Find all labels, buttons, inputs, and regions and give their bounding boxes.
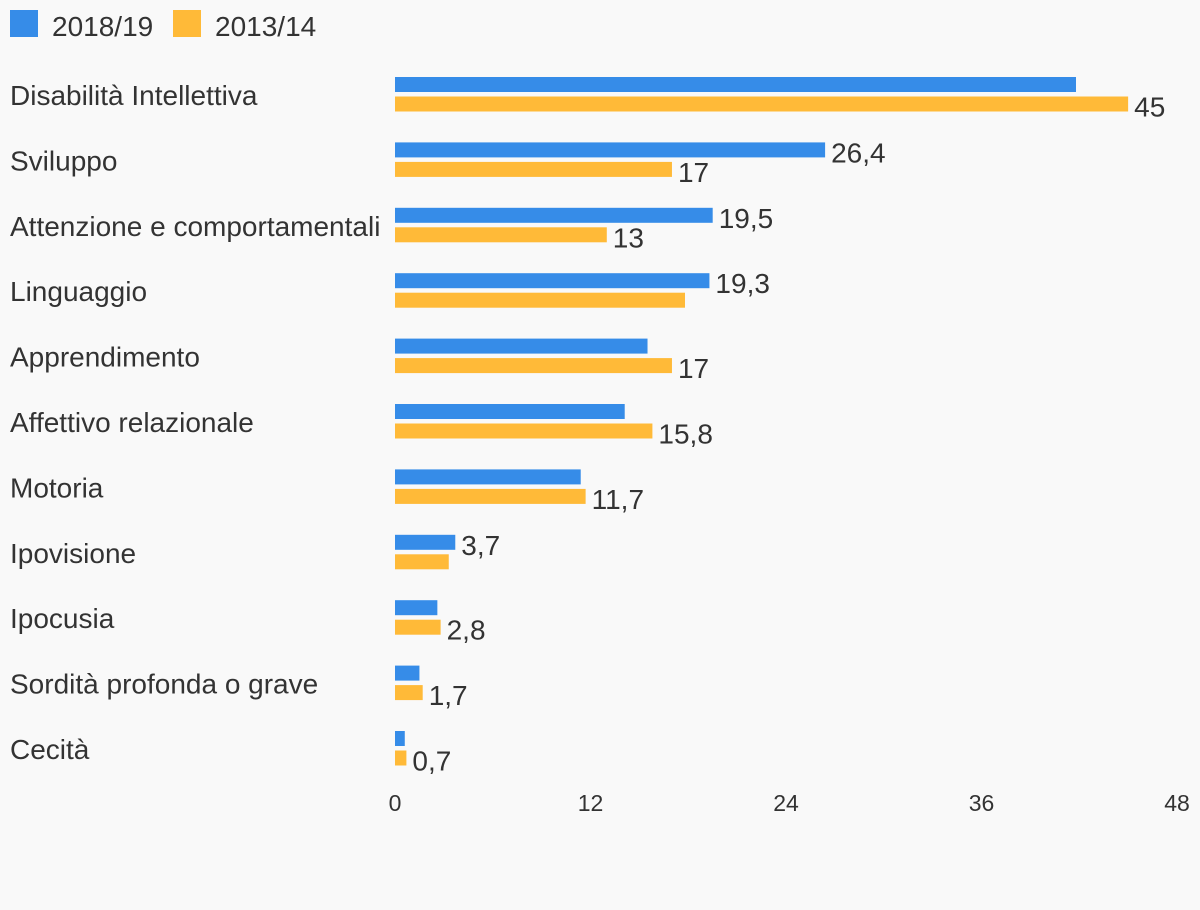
legend: 2018/19 2013/14	[10, 10, 316, 42]
category-label: Ipovisione	[10, 538, 136, 569]
x-tick-label: 12	[578, 790, 604, 816]
bar-2013-14	[395, 685, 423, 701]
data-label: 19,5	[719, 203, 774, 234]
data-label: 1,7	[429, 680, 468, 711]
bar-2018-19	[395, 731, 405, 746]
x-tick-label: 48	[1164, 790, 1190, 816]
x-tick-label: 0	[389, 790, 402, 816]
category-labels: Disabilità Intellettiva Sviluppo Attenzion…	[10, 80, 380, 765]
value-labels: 45 26,4 17 19,5 13 19,3 17 15,8 11,7 3,7 2,8 1,7 0,7	[412, 92, 1165, 777]
bar-2018-19	[395, 665, 420, 681]
data-label: 13	[613, 222, 644, 253]
bar-2018-19	[395, 77, 1076, 92]
bar-2018-19	[395, 338, 648, 354]
bar-2013-14	[395, 750, 407, 766]
bar-2018-19	[395, 469, 581, 485]
data-label: 26,4	[831, 137, 886, 168]
data-label: 19,3	[715, 268, 770, 299]
bar-2018-19	[395, 534, 456, 550]
bar-2013-14	[395, 96, 1129, 112]
category-label: Motoria	[10, 472, 104, 503]
data-label: 17	[678, 157, 709, 188]
bar-2018-19	[395, 207, 713, 223]
category-label: Linguaggio	[10, 276, 147, 307]
category-label: Sordità profonda o grave	[10, 669, 318, 700]
category-label: Sviluppo	[10, 145, 117, 176]
x-tick-label: 36	[969, 790, 995, 816]
data-label: 11,7	[592, 484, 644, 515]
data-label: 2,8	[447, 615, 486, 646]
data-label: 17	[678, 353, 709, 384]
bar-2013-14	[395, 423, 653, 439]
bar-2018-19	[395, 273, 710, 289]
bar-2018-19	[395, 600, 438, 616]
bars	[395, 77, 1129, 766]
category-label: Ipocusia	[10, 603, 115, 634]
legend-label-2013-14: 2013/14	[215, 11, 316, 42]
bar-2013-14	[395, 161, 672, 177]
legend-swatch-2018-19	[10, 10, 38, 37]
data-label: 45	[1134, 92, 1165, 123]
category-label: Disabilità Intellettiva	[10, 80, 258, 111]
bar-2018-19	[395, 142, 826, 158]
bar-2013-14	[395, 554, 449, 570]
category-label: Cecità	[10, 734, 90, 765]
category-label: Affettivo relazionale	[10, 407, 254, 438]
bar-2013-14	[395, 358, 672, 374]
data-label: 3,7	[461, 530, 500, 561]
bar-2013-14	[395, 292, 685, 308]
legend-label-2018-19: 2018/19	[52, 11, 153, 42]
category-label: Apprendimento	[10, 342, 200, 373]
x-axis: 0 12 24 36 48	[389, 790, 1190, 816]
bar-2018-19	[395, 404, 625, 419]
bar-2013-14	[395, 619, 441, 635]
bar-2013-14	[395, 488, 586, 504]
bar-2013-14	[395, 227, 607, 243]
legend-swatch-2013-14	[173, 10, 201, 37]
category-label: Attenzione e comportamentali	[10, 211, 380, 242]
x-tick-label: 24	[773, 790, 799, 816]
data-label: 0,7	[412, 746, 451, 777]
data-label: 15,8	[658, 419, 713, 450]
